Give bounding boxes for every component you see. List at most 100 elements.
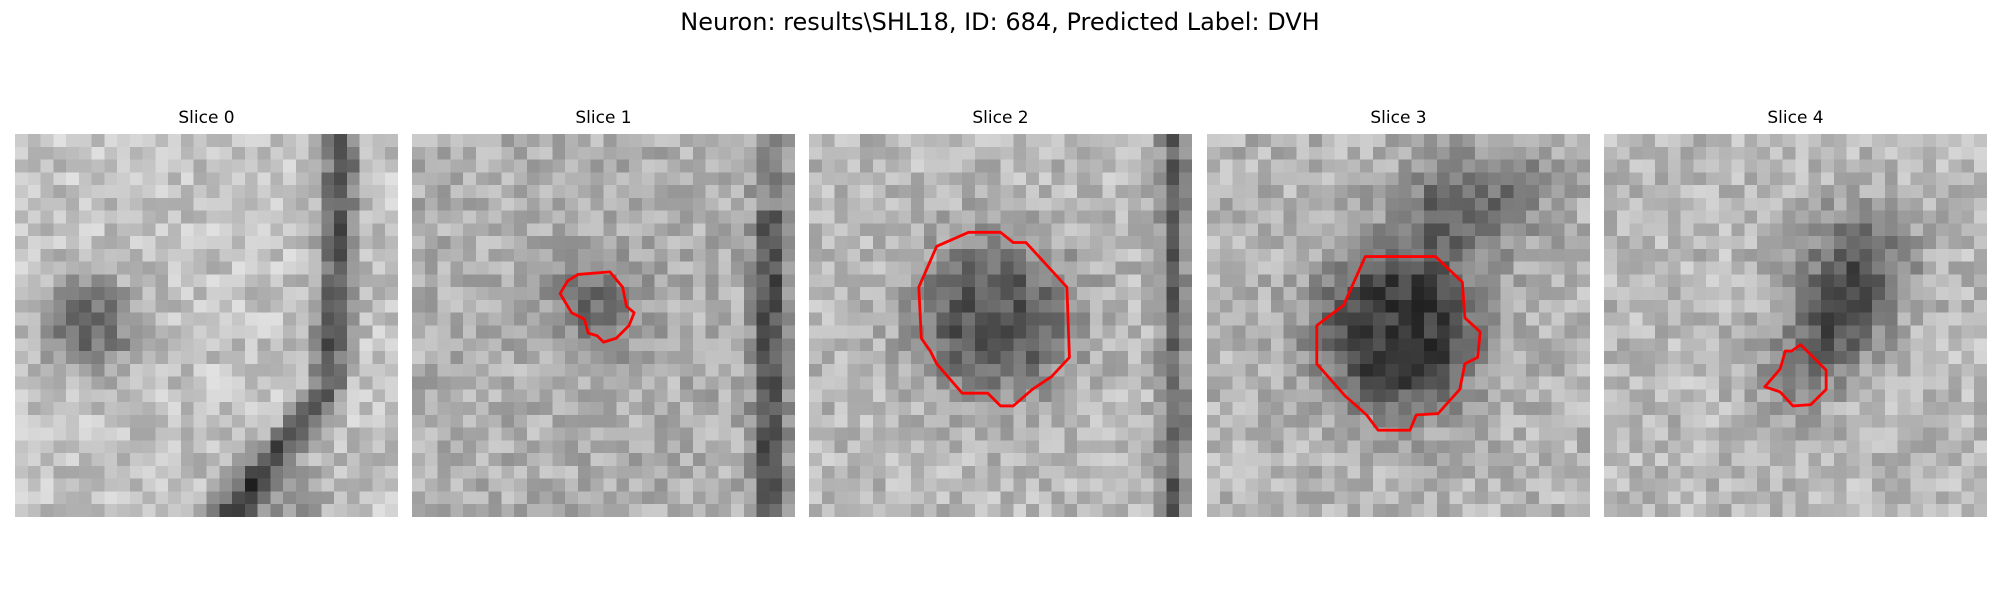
pixel [1808, 159, 1822, 173]
pixel [1910, 146, 1924, 160]
pixel [987, 478, 1001, 492]
pixel [1551, 414, 1565, 428]
pixel [1140, 248, 1154, 262]
pixel [1309, 223, 1323, 237]
pixel [1680, 172, 1694, 186]
pixel [731, 236, 745, 250]
pixel [1795, 389, 1809, 403]
pixel [743, 287, 757, 301]
pixel [1500, 465, 1514, 479]
pixel [1475, 236, 1489, 250]
pixel [1513, 172, 1527, 186]
pixel [1232, 338, 1246, 352]
pixel [1153, 236, 1167, 250]
pixel [641, 210, 655, 224]
pixel [1564, 440, 1578, 454]
pixel [1923, 491, 1937, 505]
pixel [885, 274, 899, 288]
pixel [1207, 478, 1221, 492]
pixel [232, 427, 246, 441]
pixel [718, 274, 732, 288]
pixel [66, 299, 80, 313]
pixel [450, 491, 464, 505]
pixel [1757, 134, 1771, 148]
pixel [1731, 351, 1745, 365]
pixel [334, 389, 348, 403]
pixel [1026, 402, 1040, 416]
pixel [27, 427, 41, 441]
pixel [782, 274, 795, 288]
pixel [450, 478, 464, 492]
pixel [936, 453, 950, 467]
pixel [206, 363, 220, 377]
pixel [1283, 389, 1297, 403]
pixel [654, 236, 668, 250]
pixel [1064, 261, 1078, 275]
pixel [91, 402, 105, 416]
pixel [1731, 185, 1745, 199]
pixel [1513, 453, 1527, 467]
pixel [295, 210, 309, 224]
pixel [1513, 236, 1527, 250]
pixel [308, 465, 322, 479]
pixel [667, 236, 681, 250]
pixel [232, 465, 246, 479]
pixel [501, 261, 515, 275]
pixel [1974, 210, 1987, 224]
pixel [244, 287, 258, 301]
pixel [590, 453, 604, 467]
pixel [1347, 351, 1361, 365]
pixel [782, 197, 795, 211]
pixel [117, 402, 131, 416]
pixel [949, 223, 963, 237]
pixel [1296, 299, 1310, 313]
pixel [412, 185, 426, 199]
pixel [15, 248, 29, 262]
pixel [385, 414, 398, 428]
pixel [1821, 299, 1835, 313]
pixel [359, 236, 373, 250]
pixel [412, 236, 426, 250]
pixel [782, 210, 795, 224]
pixel [424, 134, 438, 148]
pixel [1385, 338, 1399, 352]
pixel [616, 159, 630, 173]
pixel [1385, 261, 1399, 275]
pixel [1577, 172, 1590, 186]
pixel [885, 376, 899, 390]
pixel [1077, 389, 1091, 403]
pixel [1859, 363, 1873, 377]
pixel [1207, 351, 1221, 365]
pixel [15, 504, 29, 517]
pixel [206, 504, 220, 517]
pixel [1347, 185, 1361, 199]
pixel [1258, 223, 1272, 237]
pixel [1744, 197, 1758, 211]
pixel [641, 453, 655, 467]
pixel [168, 402, 182, 416]
pixel [1629, 236, 1643, 250]
pixel [206, 414, 220, 428]
pixel [346, 414, 360, 428]
pixel [78, 248, 92, 262]
pixel [1948, 146, 1962, 160]
pixel [923, 134, 937, 148]
pixel [91, 236, 105, 250]
pixel [860, 185, 874, 199]
pixel [1321, 274, 1335, 288]
pixel [1296, 287, 1310, 301]
pixel [1258, 185, 1272, 199]
pixel [860, 172, 874, 186]
pixel [78, 427, 92, 441]
pixel [78, 261, 92, 275]
pixel [1642, 287, 1656, 301]
pixel [1038, 465, 1052, 479]
pixel [53, 351, 67, 365]
pixel [680, 159, 694, 173]
pixel [1436, 197, 1450, 211]
pixel [565, 478, 579, 492]
pixel [962, 389, 976, 403]
pixel [1564, 491, 1578, 505]
pixel [1821, 146, 1835, 160]
pixel [142, 414, 156, 428]
